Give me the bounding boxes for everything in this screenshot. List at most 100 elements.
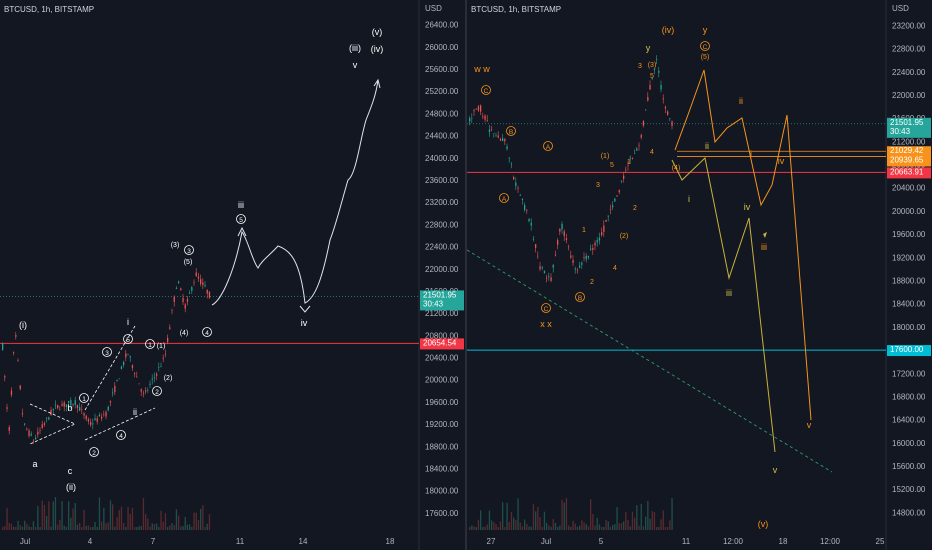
candle-body — [17, 360, 19, 361]
volume-bar — [85, 525, 87, 530]
volume-bar — [151, 523, 153, 530]
volume-bar — [576, 526, 579, 530]
volume-bar — [471, 525, 473, 530]
pane-divider[interactable] — [465, 0, 467, 550]
volume-bar — [565, 498, 568, 530]
volume-bar — [94, 521, 96, 530]
volume-bar — [195, 512, 197, 530]
volume-bar — [112, 504, 114, 530]
candle-body — [601, 232, 603, 236]
candle-body — [609, 209, 612, 210]
x-tick-label: 12:00 — [723, 537, 744, 546]
wave-label: (v) — [758, 519, 769, 529]
right-chart-canvas[interactable]: 23200.0022800.0022400.0022000.0021600.00… — [467, 0, 932, 550]
candle-body — [574, 268, 576, 270]
volume-bar — [574, 523, 576, 530]
wave-label: (3) — [648, 62, 657, 69]
candle-body — [134, 373, 136, 375]
volume-bar — [83, 510, 85, 530]
candle-body — [592, 248, 594, 250]
candle-body — [645, 109, 647, 111]
y-tick-label: 16000.00 — [892, 439, 926, 448]
y-tick-label: 20400.00 — [425, 354, 459, 363]
candle-body — [607, 215, 609, 217]
candle-body — [603, 225, 605, 232]
candle-body — [72, 404, 74, 405]
wave-label: 5 — [126, 337, 130, 344]
volume-bar — [118, 510, 120, 530]
candle-body — [488, 129, 491, 132]
volume-bar — [587, 526, 590, 530]
wave-label: ii — [705, 141, 709, 151]
candle-body — [2, 343, 4, 350]
volume-bar — [473, 526, 475, 530]
candle-body — [612, 205, 614, 208]
volume-bar — [81, 526, 83, 530]
volume-bar — [164, 513, 167, 530]
wave-label: 1 — [148, 342, 152, 349]
y-tick-label: 24000.00 — [425, 154, 459, 163]
volume-bar — [202, 505, 204, 530]
wave-label: c — [68, 466, 73, 476]
y-tick-label: 18400.00 — [425, 465, 459, 474]
volume-bar — [541, 526, 543, 530]
candle-body — [590, 248, 592, 250]
volume-bar — [173, 525, 175, 530]
wave-label-circle — [499, 193, 509, 203]
wave-label: 1 — [582, 227, 586, 234]
candle-body — [107, 406, 109, 411]
volume-bar — [46, 515, 48, 530]
volume-bar — [493, 522, 495, 530]
candle-body — [158, 367, 160, 368]
left-symbol-title: BTCUSD, 1h, BITSTAMP — [4, 5, 95, 14]
wave-label: 5 — [239, 217, 243, 224]
candle-body — [669, 118, 671, 119]
volume-bar — [109, 500, 112, 530]
candle-body — [13, 351, 15, 353]
left-chart-pane[interactable]: 26400.00 26000.00 25600.00 25200.00 24800.00… — [0, 0, 465, 550]
wave-label: (5) — [184, 259, 193, 266]
volume-bar — [627, 519, 629, 530]
candle-body — [79, 407, 81, 411]
wave-label: B — [578, 295, 582, 302]
candle-body — [24, 423, 26, 425]
candle-body — [519, 195, 521, 196]
left-chart-canvas[interactable]: 26400.00 26000.00 25600.00 25200.00 24800.00… — [0, 0, 465, 550]
wave-label-circle — [184, 245, 194, 255]
candle-body — [65, 404, 68, 407]
candle-body — [160, 366, 162, 368]
y-tick-label: 22400.00 — [425, 243, 459, 252]
candle-body — [112, 392, 114, 394]
wave-label: C — [484, 88, 489, 95]
volume-bar — [590, 499, 592, 530]
candle-body — [620, 180, 623, 182]
candle-body — [546, 277, 548, 279]
wave-label: (1) — [157, 343, 166, 350]
y-tick-label: 24400.00 — [425, 132, 459, 141]
left-level-badge: 20654.54 — [423, 338, 457, 347]
candle-body — [35, 437, 37, 440]
volume-bar — [74, 503, 76, 530]
candle-body — [30, 433, 32, 436]
candle-body — [499, 139, 502, 141]
projection-path — [211, 79, 379, 306]
candle-body — [486, 120, 488, 121]
candle-body — [541, 267, 543, 269]
candle-body — [103, 414, 105, 416]
candle-body — [658, 70, 660, 73]
volume-bar — [43, 505, 46, 530]
wave-label: a — [32, 459, 37, 469]
volume-bar — [618, 523, 620, 530]
candle-body — [15, 335, 17, 337]
right-chart-pane[interactable]: 23200.0022800.0022400.0022000.0021600.00… — [467, 0, 932, 550]
volume-bar — [4, 526, 6, 530]
y-tick-label: 20400.00 — [892, 184, 926, 193]
candle-body — [563, 231, 565, 237]
volume-bar — [559, 525, 561, 530]
wave-label: (iv) — [662, 25, 675, 35]
volume-bar — [158, 526, 160, 530]
volume-bar — [92, 526, 94, 530]
candle-body — [484, 115, 486, 120]
volume-bar — [98, 497, 101, 530]
wave-label: iii — [238, 200, 244, 210]
